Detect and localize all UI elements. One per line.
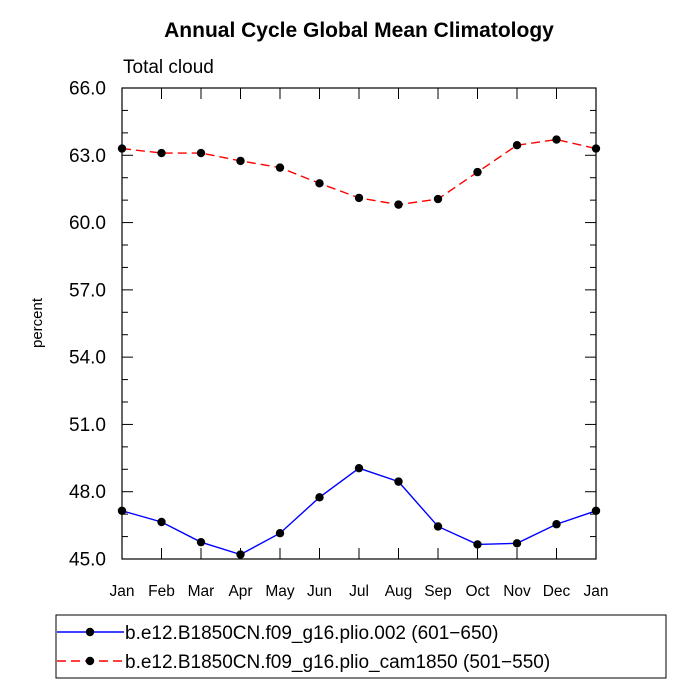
data-point bbox=[512, 539, 522, 548]
series-layer bbox=[117, 135, 601, 559]
x-tick-label: Oct bbox=[465, 583, 490, 600]
data-point bbox=[157, 148, 166, 158]
data-point bbox=[433, 522, 443, 531]
data-point bbox=[394, 200, 403, 209]
y-tick-label: 66.0 bbox=[69, 79, 106, 100]
x-tick-label: Nov bbox=[503, 583, 531, 600]
data-point bbox=[157, 517, 166, 527]
data-point bbox=[275, 529, 285, 538]
y-tick-label: 51.0 bbox=[69, 415, 106, 436]
data-point bbox=[196, 148, 206, 158]
data-point bbox=[552, 135, 561, 144]
data-point bbox=[552, 520, 561, 529]
x-tick-label: Apr bbox=[228, 583, 252, 600]
data-point bbox=[275, 163, 285, 172]
data-point bbox=[196, 537, 206, 547]
plot-frame bbox=[121, 87, 597, 560]
x-tick-labels: Jan Feb Mar Apr May Jun Jul Aug Sep Oct Nov Dec Jan bbox=[110, 583, 609, 600]
data-point bbox=[236, 550, 245, 559]
axis-ticks bbox=[121, 87, 597, 560]
legend-marker bbox=[85, 627, 95, 637]
y-axis-label: percent bbox=[29, 297, 46, 348]
x-tick-label: Dec bbox=[543, 583, 571, 600]
y-tick-label: 60.0 bbox=[69, 213, 106, 234]
y-tick-label: 63.0 bbox=[69, 146, 106, 167]
y-tick-label: 45.0 bbox=[69, 550, 106, 571]
x-tick-label: Aug bbox=[385, 583, 413, 600]
legend-marker bbox=[85, 656, 95, 666]
data-point bbox=[354, 463, 364, 473]
data-point bbox=[354, 193, 364, 203]
legend: b.e12.B1850CN.f09_g16.plio.002 (601−650)… bbox=[57, 623, 550, 673]
x-tick-label: Jan bbox=[584, 583, 609, 600]
data-point bbox=[315, 493, 324, 502]
x-tick-label: Jan bbox=[110, 583, 135, 600]
data-point bbox=[117, 144, 127, 153]
data-point bbox=[394, 477, 403, 486]
x-tick-label: Jun bbox=[307, 583, 332, 600]
y-tick-label: 57.0 bbox=[69, 280, 106, 301]
chart-subtitle: Total cloud bbox=[123, 57, 214, 78]
x-tick-label: Feb bbox=[148, 583, 175, 600]
data-point bbox=[117, 506, 127, 515]
legend-label: b.e12.B1850CN.f09_g16.plio.002 (601−650) bbox=[125, 623, 498, 644]
x-tick-label: Sep bbox=[424, 583, 452, 600]
data-point bbox=[473, 540, 482, 549]
data-point bbox=[315, 179, 324, 188]
x-tick-label: Jul bbox=[349, 583, 369, 600]
data-point bbox=[512, 140, 522, 150]
x-tick-label: May bbox=[265, 583, 295, 600]
y-tick-label: 48.0 bbox=[69, 482, 106, 503]
data-point bbox=[433, 194, 443, 204]
data-point bbox=[591, 506, 601, 515]
data-point bbox=[591, 144, 601, 153]
x-tick-label: Mar bbox=[188, 583, 215, 600]
chart-title: Annual Cycle Global Mean Climatology bbox=[164, 19, 554, 42]
legend-label: b.e12.B1850CN.f09_g16.plio_cam1850 (501−… bbox=[125, 652, 550, 673]
y-tick-labels: 45.0 48.0 51.0 54.0 57.0 60.0 63.0 66.0 bbox=[69, 79, 106, 571]
data-point bbox=[236, 156, 245, 166]
legend-box bbox=[55, 614, 667, 679]
series-line bbox=[121, 467, 597, 556]
y-tick-label: 54.0 bbox=[69, 348, 106, 369]
data-point bbox=[473, 167, 482, 177]
